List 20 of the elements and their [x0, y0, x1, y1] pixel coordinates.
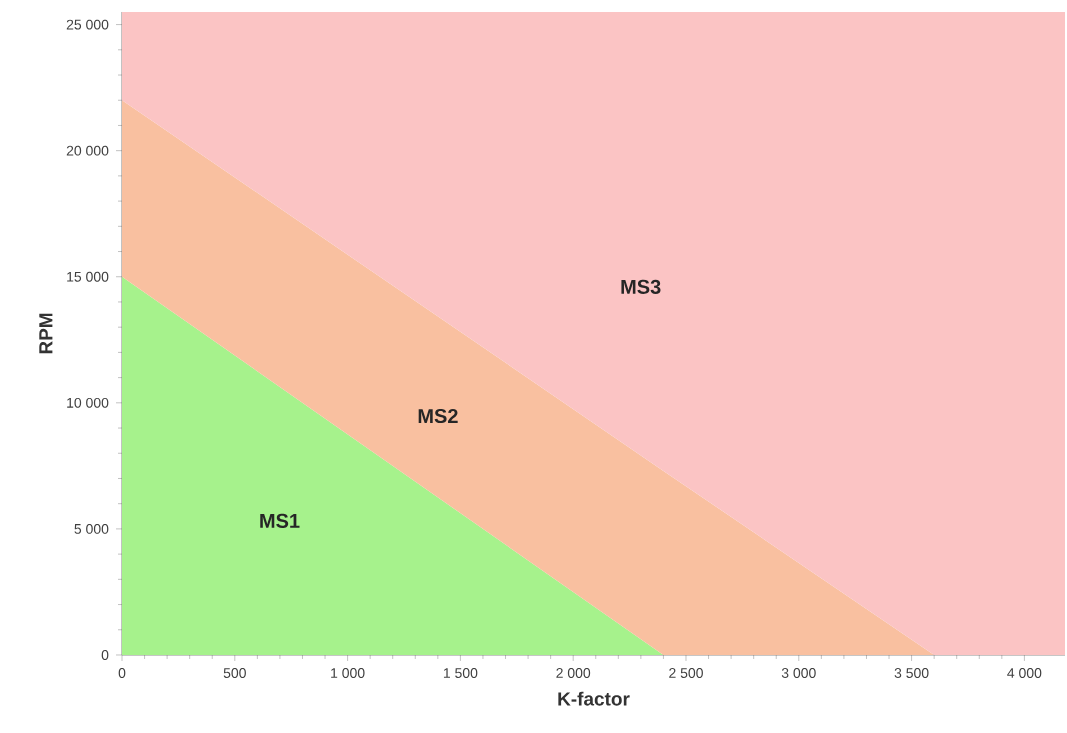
y-tick-label: 15 000	[67, 271, 109, 282]
series-label: MS3	[621, 279, 661, 294]
x-axis-title: K-factor	[558, 691, 630, 706]
x-tick-label: 3 500	[894, 668, 929, 678]
y-tick-label: 0	[101, 650, 109, 660]
y-tick-label: 10 000	[67, 397, 109, 408]
x-tick-label: 1 500	[443, 668, 478, 678]
x-tick-label: 2 500	[669, 668, 703, 678]
y-axis-title: RPM	[39, 313, 53, 354]
series-label: MS1	[260, 513, 300, 528]
x-tick-label: 4 000	[1007, 668, 1042, 678]
y-tick-label: 5 000	[74, 523, 109, 534]
x-tick-label: 3 000	[781, 668, 816, 678]
y-tick-label: 25 000	[66, 19, 109, 30]
x-tick-label: 0	[118, 668, 126, 678]
x-tick-label: 2 000	[556, 668, 591, 678]
x-tick-label: 1 000	[331, 668, 365, 678]
y-tick-label: 20 000	[66, 145, 109, 156]
x-tick-label: 500	[223, 668, 246, 678]
series-label: MS2	[418, 408, 458, 424]
